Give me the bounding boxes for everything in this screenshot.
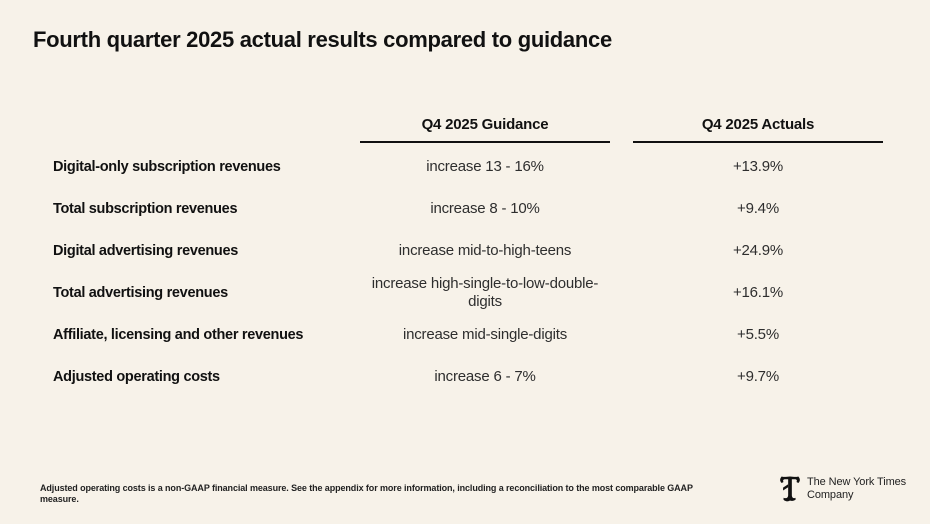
footnote: Adjusted operating costs is a non-GAAP f… — [40, 483, 693, 504]
page-title: Fourth quarter 2025 actual results compa… — [33, 27, 612, 52]
actual-value: +9.7% — [737, 368, 779, 385]
guidance-value: increase high-single-to-low-double-digit… — [371, 275, 599, 310]
table-row: Affiliate, licensing and other revenues … — [0, 314, 930, 356]
guidance-value: increase 13 - 16% — [426, 158, 544, 175]
nyt-logo: The New York Times Company — [778, 473, 906, 504]
actual-value: +24.9% — [732, 242, 784, 259]
actual-value: +9.4% — [737, 200, 779, 217]
column-header-guidance: Q4 2025 Guidance — [360, 108, 610, 143]
nyt-t-icon — [780, 476, 800, 502]
logo-line-1: The New York Times — [807, 476, 907, 488]
row-label: Digital advertising revenues — [53, 243, 238, 259]
guidance-value: increase mid-to-high-teens — [398, 242, 572, 259]
row-label: Affiliate, licensing and other revenues — [53, 327, 304, 343]
logo-line-2: Company — [807, 488, 854, 501]
actual-value: +16.1% — [732, 284, 784, 301]
column-header-guidance-label: Q4 2025 Guidance — [421, 116, 549, 133]
table-row: Total advertising revenues increase high… — [0, 272, 930, 314]
actual-value: +13.9% — [732, 158, 784, 175]
row-label: Total subscription revenues — [53, 201, 238, 217]
table-row: Total subscription revenues increase 8 -… — [0, 188, 930, 230]
table-row: Adjusted operating costs increase 6 - 7%… — [0, 356, 930, 398]
guidance-value: increase 6 - 7% — [434, 368, 536, 385]
table-row: Digital advertising revenues increase mi… — [0, 230, 930, 272]
table-row: Digital-only subscription revenues incre… — [0, 146, 930, 188]
actual-value: +5.5% — [737, 326, 779, 343]
row-label: Adjusted operating costs — [53, 369, 220, 385]
table-body: Digital-only subscription revenues incre… — [0, 146, 930, 398]
column-header-actuals-label: Q4 2025 Actuals — [701, 116, 815, 133]
row-label: Total advertising revenues — [53, 285, 228, 301]
guidance-value: increase mid-single-digits — [402, 326, 568, 343]
guidance-value: increase 8 - 10% — [430, 200, 540, 217]
logo-wordmark: The New York Times Company — [807, 476, 906, 501]
column-header-actuals: Q4 2025 Actuals — [633, 108, 883, 143]
row-label: Digital-only subscription revenues — [53, 159, 281, 175]
